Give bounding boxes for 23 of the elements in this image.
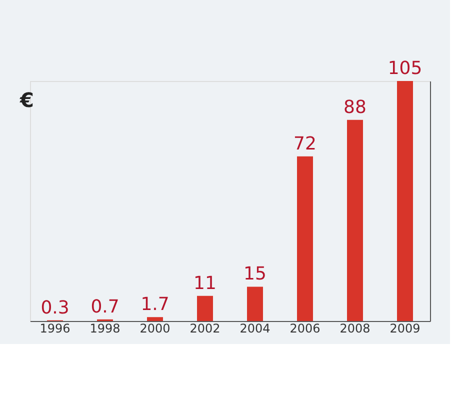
- bar: [147, 317, 163, 321]
- data-label: 15: [244, 264, 266, 285]
- x-tick-label: 2000: [140, 322, 170, 336]
- x-tick-label: 1996: [40, 322, 70, 336]
- bar: [397, 81, 413, 321]
- data-label: 0.7: [90, 296, 120, 318]
- x-tick-label: 1998: [90, 322, 120, 336]
- bar: [347, 120, 363, 321]
- data-label: 11: [194, 272, 216, 294]
- bar: [247, 286, 263, 321]
- data-label: 0.3: [40, 297, 70, 318]
- x-tick-label: 2008: [340, 322, 370, 336]
- data-label: 105: [388, 58, 422, 79]
- x-tick-label: 2006: [290, 322, 320, 336]
- annotation: €: [19, 88, 34, 112]
- data-label: 72: [294, 133, 316, 154]
- data-label: 1.7: [140, 294, 170, 316]
- bar: [197, 296, 213, 321]
- x-tick-label: 2009: [390, 322, 420, 336]
- x-tick-label: 2002: [190, 322, 220, 336]
- x-tick-label: 2004: [240, 322, 270, 336]
- bar: [297, 156, 313, 321]
- data-label: 88: [344, 96, 366, 118]
